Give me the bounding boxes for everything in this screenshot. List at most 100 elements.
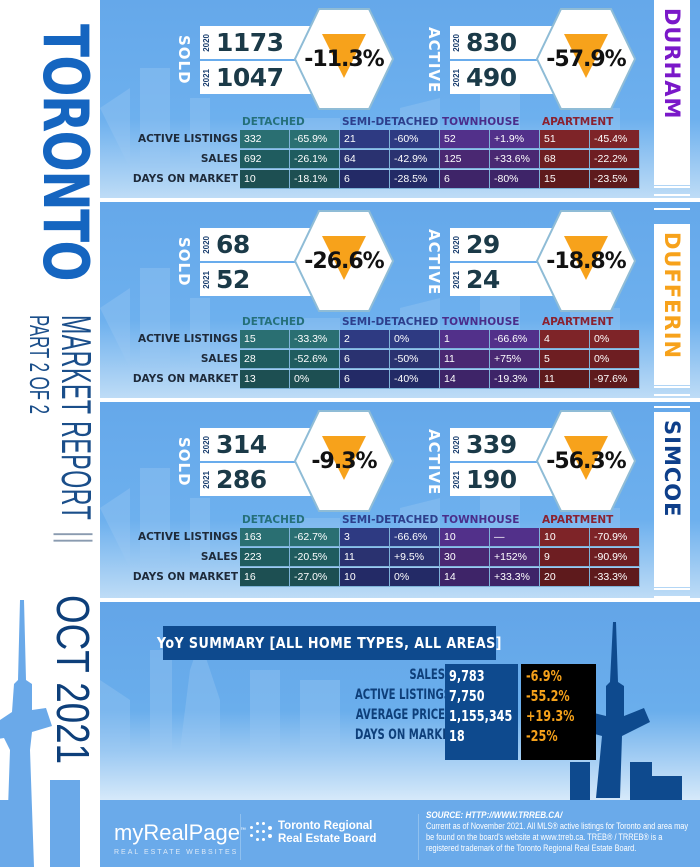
sold-change-value: -26.6% [304,248,384,274]
myrealpage-logo[interactable]: myRealPage™ REAL ESTATE WEBSITES [114,820,246,856]
table-cell: 163 [240,528,290,547]
tab-divider [654,200,690,210]
table-cell: +152% [490,548,540,567]
table-cell: 13 [240,370,290,389]
table-cell: -45.4% [590,130,640,149]
cn-tower-right-icon [570,622,682,800]
active-change-badge: -18.8% [536,210,636,312]
sold-2020-value: 314 [216,430,267,459]
active-stat: ACTIVE 2020 830 2021 490 -57.9% [422,8,642,110]
table-cell: 6 [440,170,490,189]
sold-2020-value: 68 [216,230,250,259]
sold-stat: SOLD 2020 314 2021 286 -9.3% [172,410,412,512]
table-cell: -33.3% [290,330,340,349]
table-cell: 28 [240,350,290,369]
sold-stat: SOLD 2020 68 2021 52 -26.6% [172,210,412,312]
table-cell: 2 [340,330,390,349]
footer: myRealPage™ REAL ESTATE WEBSITES Toronto… [100,800,700,867]
region-tab-dufferin: DUFFERIN [654,224,690,385]
table-cell: -28.5% [390,170,440,189]
table-cell: 6 [340,170,390,189]
down-arrow-icon [564,436,608,480]
table-cell: -65.9% [290,130,340,149]
table-cell: -22.2% [590,150,640,169]
trreb-logo[interactable]: Toronto Regional Real Estate Board [250,820,376,846]
table-cell: -90.9% [590,548,640,567]
region-section-simcoe: SOLD 2020 314 2021 286 -9.3% ACTIVE 2020 33… [100,398,700,598]
table-cell: -97.6% [590,370,640,389]
yoy-changes: -6.9% -55.2% +19.3% -25% [521,664,596,760]
title-band: TORONTO MARKET REPORT || PART 2 OF 2 OCT… [0,0,102,867]
table-cell: 21 [340,130,390,149]
active-2020-value: 830 [466,28,517,57]
active-change-value: -57.9% [546,46,626,72]
table-cell: 0% [590,350,640,369]
table-cell: -42.9% [390,150,440,169]
trreb-dots-icon [250,820,272,846]
table-cell: -18.1% [290,170,340,189]
down-arrow-icon [564,34,608,78]
report-title: MARKET REPORT || [53,315,100,545]
sold-label: SOLD [175,437,193,487]
active-stat: ACTIVE 2020 339 2021 190 -56.3% [422,410,642,512]
table-cell: — [490,528,540,547]
sold-2021-value: 286 [216,465,267,494]
table-cell: 14 [440,370,490,389]
footer-divider [240,814,241,860]
active-2020-value: 29 [466,230,500,259]
table-cell: -26.1% [290,150,340,169]
title-separator: || [53,531,100,545]
source-note: SOURCE: HTTP://WWW.TRREB.CA/ Current as … [426,810,698,854]
active-change-badge: -56.3% [536,410,636,512]
part-label: PART 2 OF 2 [24,315,55,414]
region-section-durham: SOLD 2020 1173 2021 1047 -11.3% ACTIVE 202… [100,0,700,198]
table-cell: 1 [440,330,490,349]
table-cell: 10 [240,170,290,189]
skyline-background-icon [100,640,340,750]
city-title: TORONTO [29,24,102,281]
table-cell: 10 [340,568,390,587]
table-cell: 4 [540,330,590,349]
table-cell: 692 [240,150,290,169]
table-cell: -62.7% [290,528,340,547]
sold-2021-row: 2021 1047 [200,61,320,94]
table-cell: -19.3% [490,370,540,389]
table-cell: +75% [490,350,540,369]
source-disclaimer: Current as of November 2021. All MLS® ac… [426,821,689,853]
table-cell: -66.6% [390,528,440,547]
active-2021-value: 24 [466,265,500,294]
sold-2020-row: 2020 314 [200,428,320,461]
table-cell: 15 [540,170,590,189]
table-cell: 6 [340,350,390,369]
sold-label: SOLD [175,35,193,85]
sold-label: SOLD [175,237,193,287]
table-cell: 30 [440,548,490,567]
table-cell: 11 [340,548,390,567]
active-2021-value: 190 [466,465,517,494]
active-2021-value: 490 [466,63,517,92]
active-label: ACTIVE [425,428,443,496]
table-cell: -33.3% [590,568,640,587]
table-cell: 20 [540,568,590,587]
table-cell: 64 [340,150,390,169]
yoy-labels: SALES ACTIVE LISTINGS AVERAGE PRICE DAYS… [355,667,456,743]
table-cell: 0% [390,330,440,349]
tab-divider [654,588,690,598]
sold-stat: SOLD 2020 1173 2021 1047 -11.3% [172,8,412,110]
table-cell: 15 [240,330,290,349]
down-arrow-icon [322,436,366,480]
down-arrow-icon [564,236,608,280]
table-cell: 11 [440,350,490,369]
table-cell: 52 [440,130,490,149]
table-cell: 332 [240,130,290,149]
table-cell: -20.5% [290,548,340,567]
table-cell: +9.5% [390,548,440,567]
table-cell: 14 [440,568,490,587]
region-section-dufferin: SOLD 2020 68 2021 52 -26.6% ACTIVE 2020 29 … [100,200,700,398]
sold-change-badge: -26.6% [294,210,394,312]
table-cell: -50% [390,350,440,369]
region-tab-durham: DURHAM [654,0,690,185]
table-cell: -60% [390,130,440,149]
source-link[interactable]: SOURCE: HTTP://WWW.TRREB.CA/ [426,810,563,821]
region-tab-simcoe: SIMCOE [654,412,690,587]
